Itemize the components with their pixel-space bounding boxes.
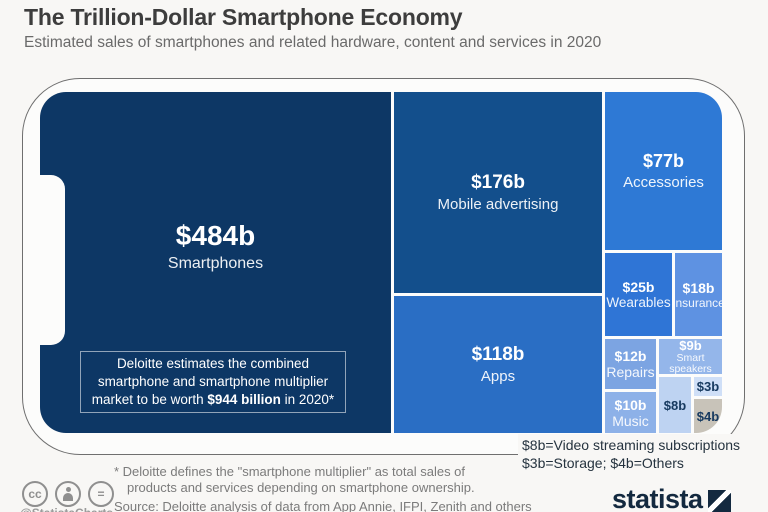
treemap-segment-smart-speakers: $9b Smart speakers bbox=[659, 339, 722, 374]
segment-value: $3b bbox=[696, 379, 720, 394]
treemap-segment-repairs: $12b Repairs bbox=[605, 339, 656, 389]
treemap-segment-others: $4b bbox=[694, 399, 722, 433]
treemap-segment-video-streaming: $8b bbox=[659, 377, 691, 433]
person-icon bbox=[63, 486, 73, 502]
treemap-segment-music: $10b Music bbox=[605, 392, 656, 433]
segment-label: Accessories bbox=[623, 174, 704, 191]
segment-value: $484b bbox=[175, 220, 256, 251]
treemap-segment-insurance: $18b Insurance bbox=[675, 253, 722, 336]
legend-line-2: $3b=Storage; $4b=Others bbox=[522, 455, 684, 471]
annotation-bold: $944 billion bbox=[207, 392, 281, 407]
segment-label: Mobile advertising bbox=[437, 195, 559, 213]
statista-logo-mark-icon bbox=[707, 489, 731, 512]
treemap-segment-wearables: $25b Wearables bbox=[605, 253, 672, 336]
segment-label: Repairs bbox=[606, 364, 655, 380]
segment-value: $118b bbox=[471, 343, 525, 365]
segment-label: Smart speakers bbox=[669, 351, 712, 374]
cc-nd-icon: = bbox=[88, 481, 114, 507]
treemap-segment-accessories: $77b Accessories bbox=[605, 92, 722, 250]
legend-line-1: $8b=Video streaming subscriptions bbox=[522, 437, 741, 453]
treemap-segment-apps: $118b Apps bbox=[394, 296, 602, 433]
segment-value: $12b bbox=[614, 348, 647, 364]
statista-logo-text: statista bbox=[612, 484, 703, 512]
legend: $8b=Video streaming subscriptions $3b=St… bbox=[518, 434, 745, 474]
cc-license: cc = bbox=[22, 481, 114, 507]
phone-notch bbox=[40, 175, 65, 345]
segment-label: Music bbox=[612, 412, 649, 429]
statista-logo: statista bbox=[612, 484, 731, 512]
treemap-segment-smartphones: $484b Smartphones Deloitte estimates the… bbox=[40, 92, 391, 433]
source-line: Source: Deloitte analysis of data from A… bbox=[114, 499, 532, 512]
segment-value: $176b bbox=[471, 171, 525, 193]
cc-attribution-icon bbox=[55, 481, 81, 507]
statista-charts-handle: @StatistaCharts bbox=[20, 506, 113, 512]
page-title: The Trillion-Dollar Smartphone Economy bbox=[24, 4, 463, 30]
segment-label: Smartphones bbox=[167, 255, 264, 272]
segment-value: $25b bbox=[622, 279, 655, 295]
segment-label: Insurance bbox=[675, 295, 722, 310]
annotation-box: Deloitte estimates the combined smartpho… bbox=[80, 351, 346, 413]
treemap: $484b Smartphones Deloitte estimates the… bbox=[40, 92, 722, 433]
annotation-text-end: in 2020* bbox=[280, 392, 335, 407]
annotation-text: Deloitte estimates the combined smartpho… bbox=[91, 356, 329, 407]
treemap-segment-storage: $3b bbox=[694, 377, 722, 396]
segment-value: $9b bbox=[679, 339, 702, 353]
segment-value: $10b bbox=[614, 396, 647, 413]
cc-icon: cc bbox=[22, 481, 48, 507]
footnote: * Deloitte defines the "smartphone multi… bbox=[114, 464, 475, 495]
treemap-segment-mobile-advertising: $176b Mobile advertising bbox=[394, 92, 602, 293]
segment-label: Apps bbox=[480, 367, 516, 385]
segment-label: Wearables bbox=[606, 295, 671, 310]
segment-value: $8b bbox=[663, 397, 687, 413]
segment-value: $77b bbox=[642, 151, 685, 171]
segment-value: $4b bbox=[696, 408, 720, 424]
segment-value: $18b bbox=[682, 279, 715, 296]
page-subtitle: Estimated sales of smartphones and relat… bbox=[24, 34, 602, 51]
